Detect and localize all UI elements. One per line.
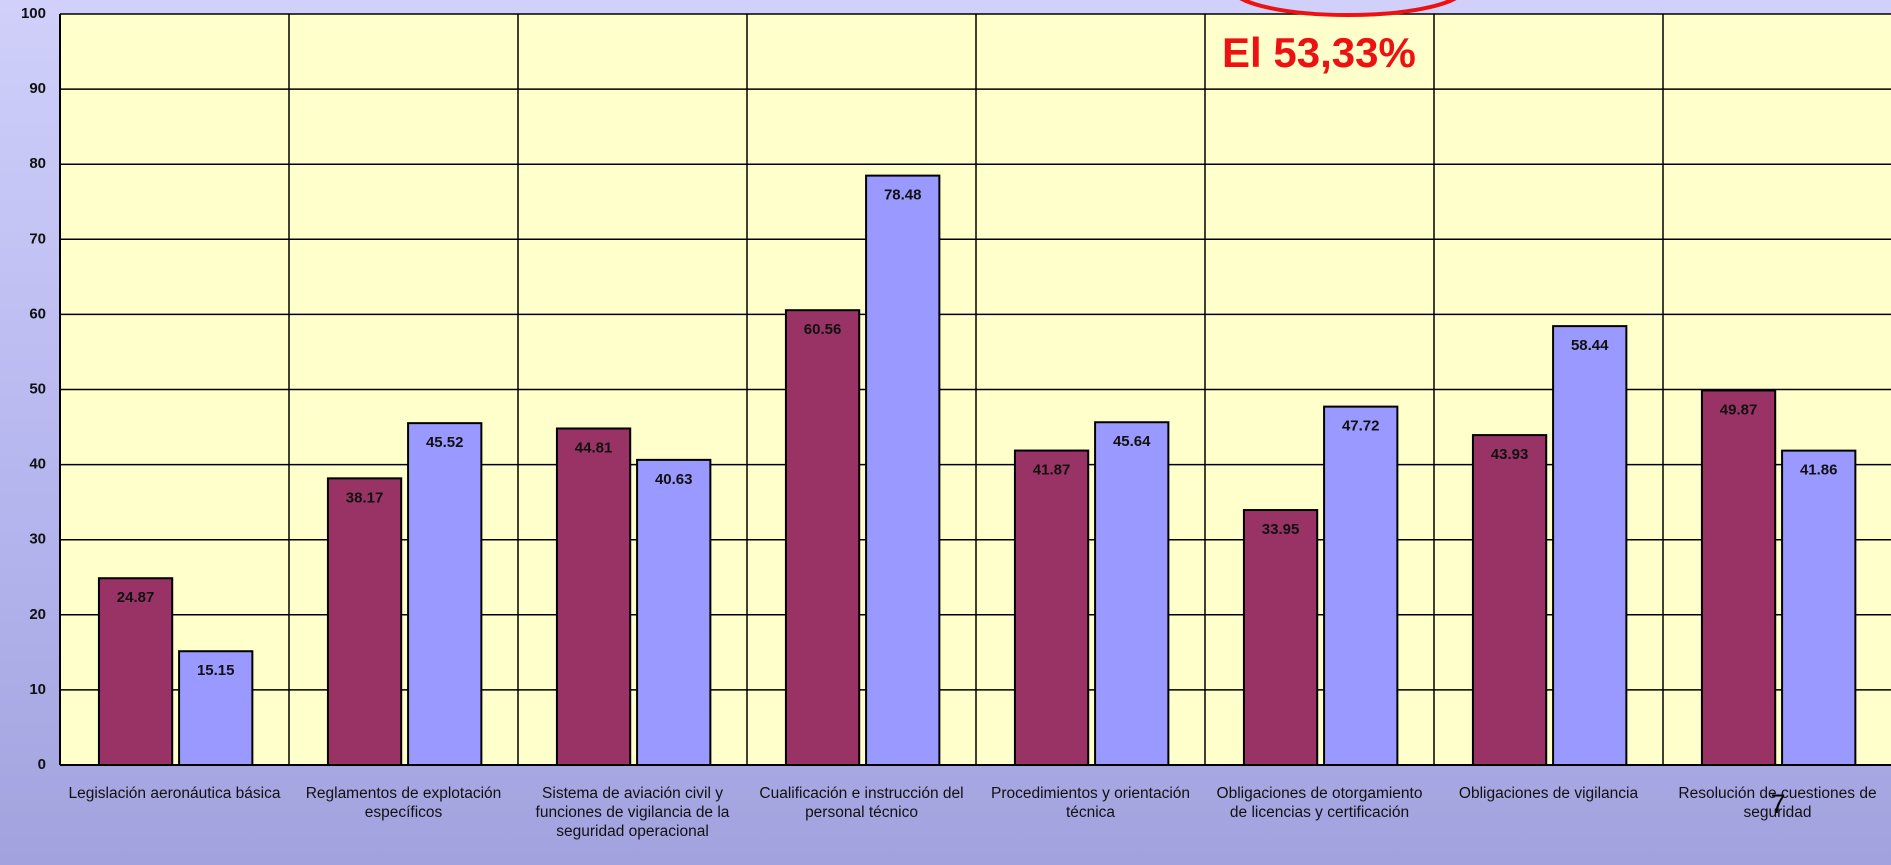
x-tick-label: Resolución de cuestiones de seguridad — [1678, 785, 1877, 821]
bar — [636, 458, 712, 766]
x-tick-label: Obligaciones de vigilancia — [1458, 785, 1639, 802]
bar — [1242, 509, 1319, 766]
value-label: 38.17 — [346, 489, 384, 506]
value-label: 45.64 — [1113, 433, 1151, 450]
annotation: El 53,33% — [1222, 29, 1416, 76]
x-tick-label: Sistema de aviación civil y funciones de… — [535, 785, 730, 840]
x-tick-label: Obligaciones de otorgamiento de licencia… — [1216, 785, 1423, 821]
y-tick-label: 80 — [29, 155, 46, 172]
value-label: 41.86 — [1800, 462, 1838, 479]
bar — [326, 477, 403, 766]
y-tick-label: 90 — [29, 80, 46, 97]
bar — [1323, 405, 1399, 766]
value-label: 78.48 — [884, 187, 922, 204]
y-tick-label: 70 — [29, 230, 46, 247]
bar — [97, 577, 174, 767]
value-label: 60.56 — [804, 321, 842, 338]
value-label: 58.44 — [1571, 337, 1609, 354]
bar — [1781, 449, 1857, 766]
value-label: 45.52 — [426, 434, 464, 451]
y-tick-label: 100 — [21, 5, 46, 22]
y-tick-label: 40 — [29, 456, 46, 473]
y-tick-label: 50 — [29, 380, 46, 397]
y-tick-label: 30 — [29, 531, 46, 548]
page-number: 7 — [1770, 789, 1785, 819]
bar — [784, 309, 861, 766]
x-tick-label: Legislación aeronáutica básica — [68, 785, 281, 802]
y-tick-label: 0 — [38, 756, 46, 773]
value-label: 44.81 — [575, 439, 613, 456]
bar — [407, 422, 483, 766]
value-label: 33.95 — [1262, 521, 1300, 538]
value-label: 41.87 — [1033, 462, 1071, 479]
bar — [865, 174, 941, 767]
value-label: 47.72 — [1342, 418, 1380, 435]
bar — [555, 427, 632, 766]
bar — [1094, 421, 1170, 766]
value-label: 24.87 — [117, 589, 155, 606]
value-label: 43.93 — [1491, 446, 1529, 463]
y-tick-label: 20 — [29, 606, 46, 623]
bar — [1700, 389, 1777, 766]
x-tick-label: Cualificación e instrucción del personal… — [759, 785, 964, 821]
bar — [1471, 434, 1548, 766]
value-label: 15.15 — [197, 662, 235, 679]
y-tick-label: 10 — [29, 681, 46, 698]
x-tick-label: Reglamentos de explotación específicos — [305, 785, 502, 821]
y-tick-label: 60 — [29, 305, 46, 322]
bar — [1013, 449, 1090, 766]
value-label: 49.87 — [1720, 401, 1758, 418]
x-tick-label: Procedimientos y orientación técnica — [990, 785, 1191, 821]
value-label: 40.63 — [655, 471, 693, 488]
bar — [1552, 325, 1628, 766]
highlight-ellipse — [1239, 0, 1457, 17]
